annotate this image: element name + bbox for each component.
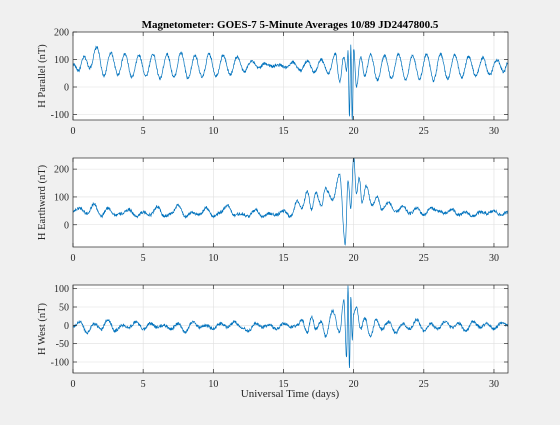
h-parallel-axes-box (72, 31, 509, 121)
x-tick-label: 30 (489, 379, 499, 390)
y-tick-label: -100 (51, 110, 69, 121)
x-tick-label: 0 (71, 253, 76, 264)
h-earthward-series-line (73, 158, 508, 246)
h-west-axes: 0 5 10 15 20 25 30 -100 -50 0 50 100 H West (nT) (37, 284, 509, 390)
x-tick-label: 20 (349, 253, 359, 264)
x-tick-label: 25 (419, 126, 429, 137)
y-tick-label: 200 (54, 165, 69, 176)
x-tick-label: 20 (349, 379, 359, 390)
y-tick-label: 100 (54, 284, 69, 295)
x-tick-label: 5 (141, 253, 146, 264)
x-tick-label: 5 (141, 126, 146, 137)
h-earthward-axes-box (72, 157, 509, 248)
y-tick-label: 0 (64, 220, 69, 231)
figure-title: Magnetometer: GOES-7 5-Minute Averages 1… (142, 19, 439, 31)
x-tick-label: 15 (278, 379, 288, 390)
h-west-series-line (73, 285, 508, 369)
y-tick-label: 100 (54, 55, 69, 66)
y-tick-label: -100 (51, 358, 69, 369)
x-axis-label: Universal Time (days) (241, 388, 340, 400)
h-earthward-y-axis-label: H Earthward (nT) (37, 164, 48, 240)
x-tick-label: 5 (141, 379, 146, 390)
y-tick-label: 50 (59, 303, 69, 314)
y-tick-label: 200 (54, 28, 69, 39)
h-earthward-plot-area (73, 158, 508, 247)
x-tick-label: 10 (208, 253, 218, 264)
x-tick-label: 0 (71, 126, 76, 137)
y-tick-label: 0 (64, 321, 69, 332)
h-earthward-axes: 0 5 10 15 20 25 30 0 100 200 H Earthward (nT) (37, 157, 509, 264)
h-parallel-y-axis-label: H Parallel (nT) (37, 44, 48, 108)
h-west-axes-box (72, 284, 509, 374)
x-tick-label: 30 (489, 253, 499, 264)
h-west-y-axis-label: H West (nT) (37, 302, 48, 355)
y-tick-label: 0 (64, 83, 69, 94)
x-tick-label: 15 (278, 126, 288, 137)
h-parallel-plot-area (73, 32, 508, 120)
x-tick-label: 20 (349, 126, 359, 137)
x-tick-label: 10 (208, 126, 218, 137)
y-tick-label: 100 (54, 192, 69, 203)
x-tick-label: 10 (208, 379, 218, 390)
x-tick-label: 15 (278, 253, 288, 264)
y-tick-label: -50 (56, 339, 69, 350)
x-tick-label: 0 (71, 379, 76, 390)
h-parallel-series-line (73, 44, 508, 120)
x-tick-label: 25 (419, 379, 429, 390)
x-tick-label: 25 (419, 253, 429, 264)
h-west-plot-area (73, 285, 508, 373)
x-tick-label: 30 (489, 126, 499, 137)
